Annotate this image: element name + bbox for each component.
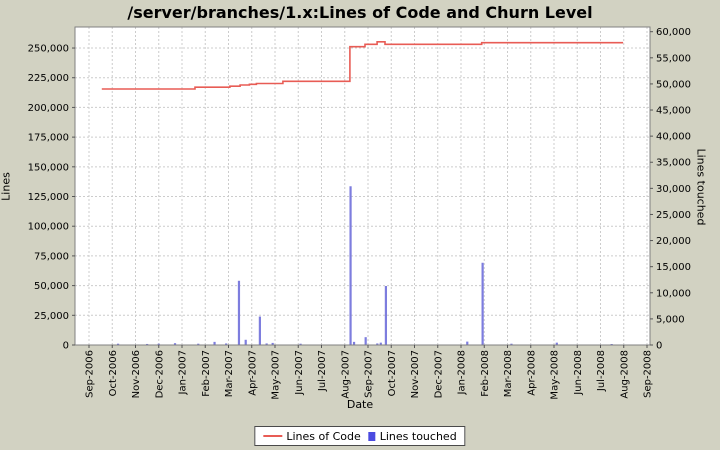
bar-lines-touched <box>379 342 382 345</box>
x-tick-label: May-2007 <box>271 350 282 400</box>
y-right-tick-label: 60,000 <box>656 27 691 38</box>
y-left-tick-label: 0 <box>63 341 69 352</box>
y-left-tick-label: 25,000 <box>34 311 69 322</box>
y-left-axis-title: Lines <box>0 172 13 201</box>
bar-lines-touched <box>555 342 558 345</box>
y-right-tick-label: 20,000 <box>656 236 691 247</box>
y-right-tick-label: 45,000 <box>656 106 691 117</box>
bar-lines-touched <box>258 316 261 345</box>
x-tick-label: Aug-2008 <box>619 350 630 399</box>
plot-border <box>74 26 651 346</box>
bar-lines-touched <box>510 343 513 345</box>
bar-lines-touched <box>225 343 228 345</box>
bar-lines-touched <box>299 343 302 345</box>
y-right-tick-label: 15,000 <box>656 262 691 273</box>
y-right-tick-label: 25,000 <box>656 210 691 221</box>
x-tick-label: Oct-2006 <box>108 350 119 396</box>
x-tick-label: Aug-2007 <box>340 350 351 399</box>
legend: Lines of Code Lines touched <box>254 426 466 446</box>
x-axis-title: Date <box>346 398 374 411</box>
y-right-tick-label: 55,000 <box>656 53 691 64</box>
x-tick-label: Dec-2006 <box>154 350 165 398</box>
y-right-axis-title: Lines touched <box>694 148 708 226</box>
y-left-tick-label: 100,000 <box>28 222 69 233</box>
bar-lines-touched <box>244 339 247 345</box>
line-series-swatch-icon <box>263 435 283 437</box>
x-tick-label: Mar-2007 <box>224 350 235 397</box>
y-left-tick-label: 50,000 <box>34 281 69 292</box>
x-tick-label: Jun-2008 <box>573 350 584 396</box>
y-left-tick-label: 175,000 <box>28 133 69 144</box>
y-right-tick-label: 35,000 <box>656 158 691 169</box>
x-tick-label: Sep-2008 <box>643 350 654 398</box>
bar-lines-touched <box>481 262 484 345</box>
bar-lines-touched <box>352 341 356 345</box>
x-tick-label: Jul-2007 <box>317 350 328 392</box>
x-tick-label: Sep-2006 <box>85 350 96 398</box>
y-left-tick-label: 150,000 <box>28 162 69 173</box>
x-tick-label: Jul-2008 <box>596 350 607 392</box>
x-tick-label: Mar-2008 <box>503 350 514 397</box>
y-left-tick-label: 250,000 <box>28 44 69 55</box>
y-left-tick-label: 200,000 <box>28 103 69 114</box>
y-right-tick-label: 40,000 <box>656 132 691 143</box>
x-tick-label: Apr-2008 <box>526 350 537 396</box>
y-left-tick-label: 225,000 <box>28 73 69 84</box>
chart-title: /server/branches/1.x:Lines of Code and C… <box>127 3 593 22</box>
y-right-tick-label: 10,000 <box>656 288 691 299</box>
bar-lines-touched <box>237 280 241 345</box>
bar-series-swatch-icon <box>368 431 376 441</box>
x-tick-label: May-2008 <box>550 350 561 400</box>
x-tick-label: Jan-2008 <box>457 350 468 395</box>
y-left-tick-label: 75,000 <box>34 251 69 262</box>
bar-lines-touched <box>466 341 469 345</box>
bar-lines-touched <box>384 285 388 345</box>
bar-lines-touched <box>157 343 160 345</box>
x-tick-label: Oct-2007 <box>387 350 398 396</box>
bar-lines-touched <box>197 343 200 345</box>
bar-lines-touched <box>213 341 216 345</box>
bar-lines-touched <box>173 343 177 345</box>
bar-lines-touched <box>271 342 274 345</box>
bar-lines-touched <box>265 343 268 345</box>
bar-lines-touched <box>376 343 379 345</box>
y-right-tick-label: 5,000 <box>656 314 685 325</box>
legend-label-lines-touched: Lines touched <box>379 429 457 443</box>
bar-lines-touched <box>349 186 352 345</box>
x-tick-label: Dec-2007 <box>433 350 444 398</box>
x-tick-label: Jan-2007 <box>178 350 189 395</box>
legend-label-lines-of-code: Lines of Code <box>286 429 361 443</box>
bar-lines-touched <box>364 337 367 345</box>
plot-area <box>75 27 650 345</box>
bar-lines-touched <box>116 343 120 345</box>
y-right-tick-label: 50,000 <box>656 79 691 90</box>
x-tick-label: Feb-2008 <box>480 350 491 397</box>
line-lines-of-code <box>101 40 624 90</box>
y-right-tick-label: 0 <box>656 341 662 352</box>
x-tick-label: Nov-2006 <box>131 350 142 398</box>
x-tick-label: Sep-2007 <box>364 350 375 398</box>
x-tick-label: Feb-2007 <box>201 350 212 397</box>
x-tick-label: Nov-2007 <box>410 350 421 398</box>
y-left-tick-label: 125,000 <box>28 192 69 203</box>
x-tick-label: Jun-2007 <box>294 350 305 396</box>
x-tick-label: Apr-2007 <box>247 350 258 396</box>
bar-lines-touched <box>146 343 149 345</box>
y-right-tick-label: 30,000 <box>656 184 691 195</box>
